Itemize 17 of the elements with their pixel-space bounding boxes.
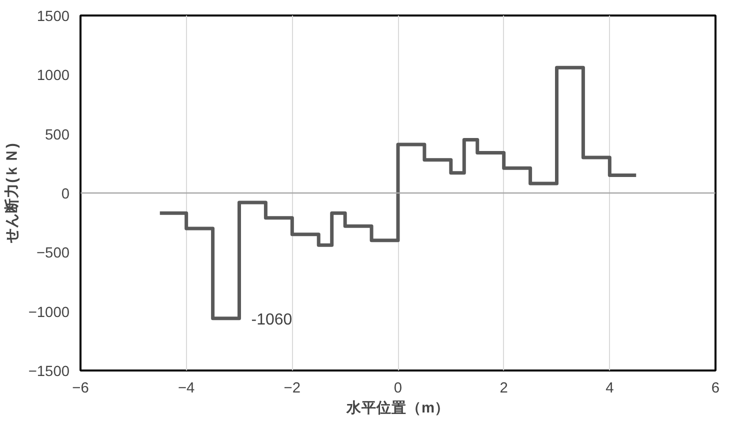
x-axis-title: 水平位置（m） (345, 400, 450, 416)
y-tick-label: −500 (36, 246, 70, 262)
x-tick-label: 4 (606, 380, 614, 396)
x-tick-label: −6 (72, 380, 89, 396)
x-tick-label: 6 (711, 380, 720, 396)
y-tick-label: 0 (61, 186, 70, 202)
y-tick-label: 500 (45, 127, 70, 144)
annotation: -1060 (251, 311, 292, 328)
x-tick-label: 0 (394, 380, 402, 396)
x-tick-label: −2 (284, 380, 301, 396)
y-tick-label: −1000 (28, 304, 70, 321)
x-tick-label: 2 (500, 380, 508, 396)
y-tick-label: −1500 (28, 364, 70, 380)
y-axis-title: せん断力(ｋＮ) (3, 143, 20, 244)
y-tick-label: 1000 (36, 68, 70, 84)
y-tick-label: 1500 (36, 9, 70, 25)
x-tick-label: −4 (178, 380, 195, 396)
